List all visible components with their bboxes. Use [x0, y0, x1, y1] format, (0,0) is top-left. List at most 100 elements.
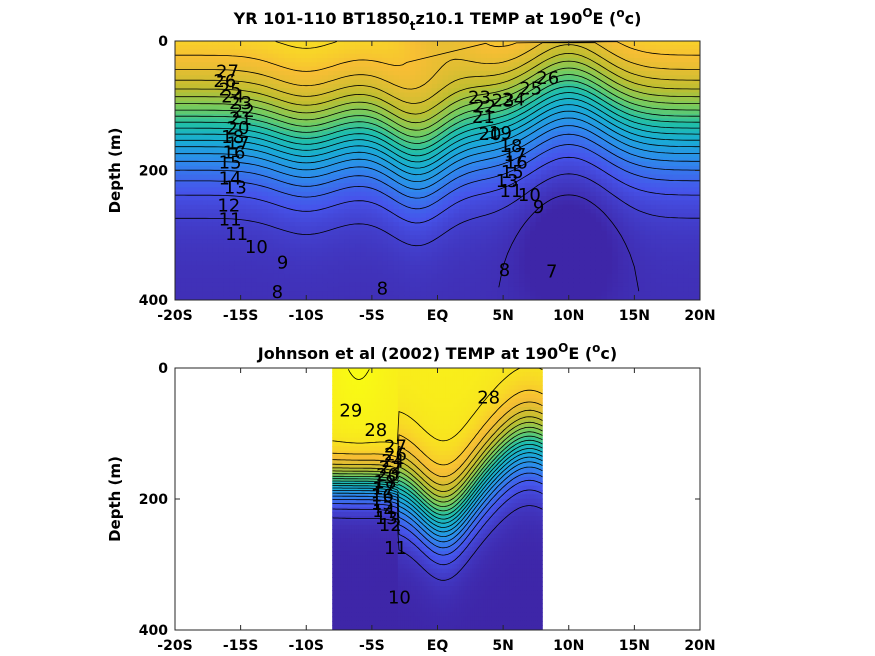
field-cell — [590, 41, 597, 46]
field-cell — [212, 226, 220, 232]
field-cell — [420, 70, 427, 76]
field-cell — [491, 269, 498, 275]
field-cell — [530, 45, 537, 50]
field-cell — [415, 234, 422, 240]
field-cell — [579, 273, 586, 279]
field-cell — [486, 234, 493, 240]
field-cell — [267, 265, 274, 271]
field-cell — [251, 234, 258, 240]
field-cell — [519, 62, 526, 68]
field-cell — [623, 209, 630, 214]
field-cell — [623, 174, 630, 180]
field-cell — [366, 196, 373, 202]
field-cell — [229, 183, 236, 189]
field-cell — [185, 157, 192, 163]
field-cell — [223, 278, 230, 284]
field-cell — [316, 200, 323, 206]
field-cell — [470, 105, 477, 111]
field-cell — [366, 122, 373, 128]
field-cell — [355, 204, 362, 210]
field-cell — [196, 282, 203, 288]
field-cell — [202, 174, 209, 180]
field-cell — [196, 83, 203, 89]
field-cell — [196, 152, 203, 158]
field-cell — [546, 252, 553, 258]
field-cell — [284, 57, 291, 63]
field-cell — [486, 152, 493, 158]
field-cell — [530, 252, 537, 258]
field-cell — [278, 187, 285, 193]
field-cell — [464, 66, 471, 72]
field-cell — [349, 239, 356, 245]
field-cell — [541, 278, 548, 284]
field-cell — [245, 230, 252, 236]
field-cell — [223, 295, 230, 300]
field-cell — [218, 122, 225, 128]
field-cell — [273, 174, 280, 180]
field-cell — [437, 278, 444, 284]
field-cell — [502, 57, 509, 63]
field-cell — [584, 252, 591, 258]
field-cell — [541, 243, 548, 249]
field-cell — [393, 282, 400, 288]
field-cell — [513, 152, 520, 158]
field-cell — [185, 243, 192, 249]
field-cell — [552, 70, 559, 76]
field-cell — [267, 178, 274, 184]
field-cell — [431, 96, 438, 102]
field-cell — [431, 118, 438, 124]
field-cell — [453, 265, 460, 271]
field-cell — [311, 222, 318, 227]
field-cell — [519, 217, 526, 223]
field-cell — [623, 226, 630, 232]
field-cell — [584, 49, 591, 55]
field-cell — [191, 57, 198, 63]
field-cell — [382, 57, 389, 63]
field-cell — [251, 278, 258, 284]
field-cell — [256, 57, 263, 63]
field-cell — [404, 273, 411, 279]
field-cell — [404, 239, 411, 245]
field-cell — [393, 170, 400, 176]
field-cell — [382, 226, 389, 232]
field-cell — [273, 295, 280, 300]
field-cell — [333, 213, 340, 219]
field-cell — [470, 178, 477, 184]
field-cell — [470, 269, 477, 275]
field-cell — [256, 256, 263, 262]
field-cell — [437, 200, 444, 206]
field-cell — [453, 278, 460, 284]
field-cell — [595, 45, 602, 50]
field-cell — [535, 170, 542, 176]
field-cell — [480, 295, 488, 300]
field-cell — [601, 170, 608, 176]
field-cell — [387, 174, 395, 180]
field-cell — [557, 226, 564, 232]
field-cell — [475, 148, 482, 154]
field-cell — [377, 252, 384, 258]
field-cell — [541, 101, 548, 107]
field-cell — [404, 75, 411, 81]
field-cell — [541, 45, 548, 50]
field-cell — [300, 183, 307, 189]
field-cell — [382, 239, 389, 245]
field-cell — [541, 265, 548, 271]
field-cell — [459, 88, 466, 94]
field-cell — [245, 70, 252, 76]
field-cell — [333, 157, 340, 163]
field-cell — [245, 88, 252, 94]
field-cell — [393, 152, 400, 158]
field-cell — [218, 230, 225, 236]
field-cell — [256, 196, 263, 202]
field-cell — [175, 127, 181, 132]
field-cell — [284, 66, 291, 72]
field-cell — [218, 286, 225, 292]
field-cell — [371, 118, 378, 124]
field-cell — [251, 152, 258, 158]
field-cell — [251, 118, 258, 124]
field-cell — [562, 152, 570, 158]
field-cell — [601, 269, 608, 275]
field-cell — [612, 217, 619, 223]
field-cell — [491, 161, 498, 167]
field-cell — [470, 295, 477, 300]
